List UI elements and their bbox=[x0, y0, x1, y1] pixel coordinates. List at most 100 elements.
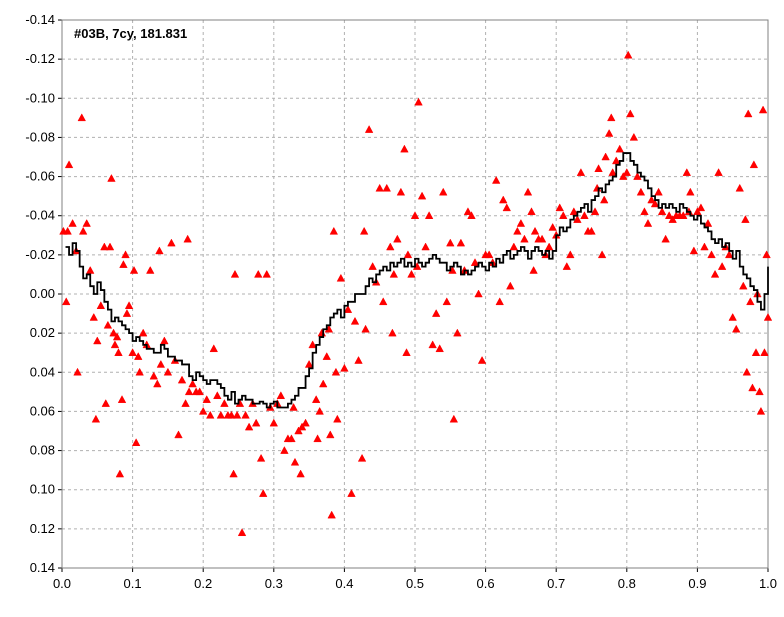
scatter-point bbox=[68, 219, 77, 227]
scatter-point bbox=[622, 168, 632, 176]
scatter-point bbox=[198, 406, 208, 415]
scatter-point bbox=[728, 312, 737, 321]
scatter-point bbox=[254, 269, 263, 278]
y-tick-label: 0.00 bbox=[30, 286, 55, 301]
y-tick-label: -0.14 bbox=[25, 12, 55, 27]
scatter-point bbox=[343, 305, 353, 313]
scatter-point bbox=[122, 309, 132, 317]
scatter-point bbox=[523, 187, 533, 196]
scatter-point bbox=[735, 183, 744, 192]
x-tick-label: 0.2 bbox=[194, 576, 212, 591]
scatter-point bbox=[262, 269, 271, 278]
x-tick-label: 0.7 bbox=[547, 576, 565, 591]
scatter-point bbox=[679, 211, 688, 219]
scatter-point bbox=[449, 414, 459, 423]
scatter-point bbox=[135, 367, 144, 376]
scatter-point bbox=[491, 175, 501, 184]
scatter-point bbox=[114, 348, 123, 356]
scatter-point bbox=[206, 410, 215, 419]
scatter-point bbox=[195, 387, 204, 396]
scatter-point bbox=[301, 418, 310, 427]
scatter-point bbox=[138, 328, 148, 337]
scatter-point bbox=[748, 383, 757, 392]
y-tick-label: 0.10 bbox=[30, 482, 55, 497]
scatter-point bbox=[177, 375, 187, 384]
scatter-point bbox=[364, 125, 374, 133]
scatter-point bbox=[431, 309, 441, 317]
scatter-point bbox=[156, 359, 166, 368]
scatter-point bbox=[308, 340, 317, 349]
scatter-point bbox=[739, 281, 748, 290]
scatter-point bbox=[763, 312, 773, 321]
y-tick-label: 0.08 bbox=[30, 443, 55, 458]
scatter-point bbox=[216, 410, 226, 419]
scatter-point bbox=[414, 97, 423, 106]
scatter-point bbox=[717, 262, 727, 270]
scatter-point bbox=[529, 265, 538, 274]
scatter-point bbox=[229, 469, 238, 478]
scatter-series bbox=[59, 50, 773, 537]
scatter-point bbox=[128, 348, 137, 356]
y-tick-label: -0.04 bbox=[25, 208, 55, 223]
scatter-point bbox=[643, 219, 653, 227]
scatter-point bbox=[762, 250, 771, 259]
scatter-point bbox=[326, 430, 335, 439]
x-tick-label: 0.8 bbox=[618, 576, 636, 591]
scatter-point bbox=[732, 324, 741, 333]
scatter-point bbox=[544, 242, 554, 251]
scatter-point bbox=[495, 297, 504, 306]
scatter-point bbox=[516, 219, 526, 227]
scatter-point bbox=[657, 207, 667, 216]
scatter-point bbox=[760, 348, 769, 356]
scatter-point bbox=[668, 215, 677, 223]
scatter-point bbox=[322, 352, 331, 360]
scatter-point bbox=[456, 238, 466, 247]
scatter-point bbox=[244, 422, 254, 431]
y-tick-label: 0.12 bbox=[30, 521, 55, 536]
scatter-point bbox=[202, 395, 211, 403]
scatter-point bbox=[484, 250, 494, 259]
scatter-point bbox=[650, 199, 660, 208]
scatter-point bbox=[477, 356, 487, 364]
scatter-point bbox=[686, 187, 695, 196]
scatter-point bbox=[134, 352, 143, 360]
scatter-point bbox=[587, 226, 596, 235]
gridlines bbox=[61, 19, 769, 569]
scatter-point bbox=[153, 379, 162, 388]
scatter-point bbox=[594, 164, 603, 172]
scatter-point bbox=[368, 262, 377, 270]
scatter-point bbox=[149, 371, 159, 380]
scatter-point bbox=[393, 234, 402, 243]
scatter-point bbox=[626, 109, 635, 118]
scatter-point bbox=[357, 453, 367, 462]
y-tick-label: 0.14 bbox=[30, 560, 55, 575]
scatter-point bbox=[421, 242, 430, 251]
scatter-point bbox=[576, 168, 586, 176]
scatter-point bbox=[119, 260, 128, 268]
scatter-point bbox=[453, 328, 462, 337]
scatter-point bbox=[682, 168, 692, 176]
scatter-point bbox=[347, 489, 356, 497]
scatter-point bbox=[297, 422, 307, 431]
scatter-point bbox=[269, 418, 279, 427]
scatter-point bbox=[615, 144, 624, 153]
scatter-point bbox=[331, 367, 341, 376]
scatter-point bbox=[237, 528, 247, 537]
scatter-point bbox=[402, 348, 411, 356]
scatter-point bbox=[580, 211, 589, 219]
scatter-point bbox=[109, 328, 118, 337]
scatter-point bbox=[296, 469, 305, 478]
scatter-point bbox=[417, 191, 427, 200]
scatter-point bbox=[601, 152, 610, 161]
scatter-point bbox=[741, 215, 750, 223]
scatter-point bbox=[160, 336, 169, 345]
scatter-point bbox=[474, 289, 483, 298]
scatter-point bbox=[555, 203, 564, 212]
scatter-point bbox=[724, 250, 734, 259]
scatter-point bbox=[607, 113, 616, 122]
x-tick-label: 1.0 bbox=[759, 576, 777, 591]
scatter-point bbox=[710, 269, 720, 278]
scatter-point bbox=[746, 297, 755, 306]
scatter-point bbox=[129, 265, 139, 274]
